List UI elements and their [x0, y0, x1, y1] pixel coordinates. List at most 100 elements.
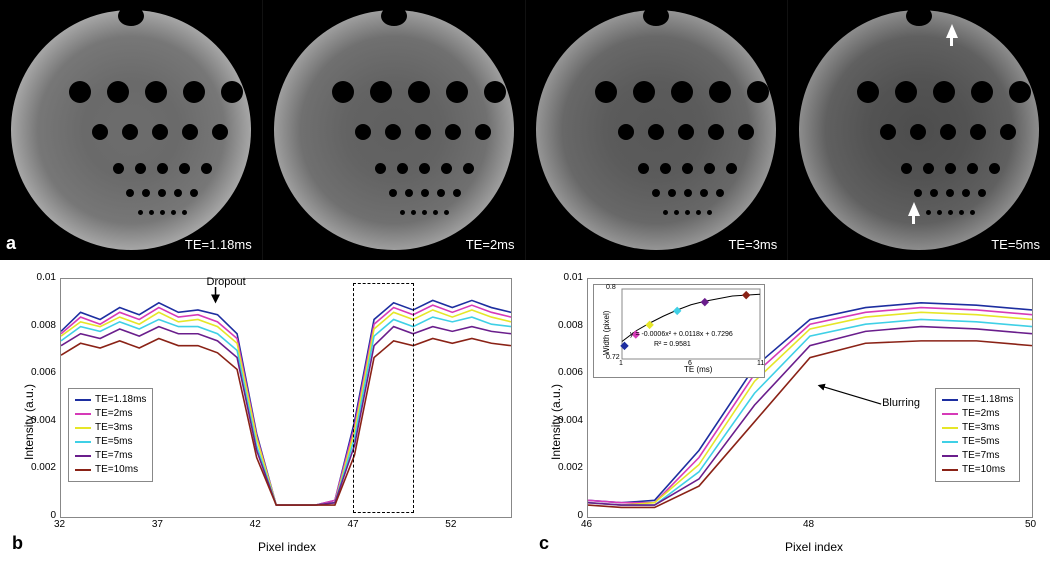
- te-label: TE=1.18ms: [185, 237, 252, 252]
- rod: [945, 163, 956, 174]
- rod: [182, 124, 198, 140]
- rod: [700, 189, 708, 197]
- legend-label: TE=7ms: [95, 449, 133, 463]
- legend-item: TE=1.18ms: [75, 393, 146, 407]
- phantom-disk: [11, 10, 251, 250]
- phantom-disk: [536, 10, 776, 250]
- rod: [411, 210, 416, 215]
- legend-label: TE=5ms: [962, 435, 1000, 449]
- rod: [484, 81, 506, 103]
- rod: [445, 124, 461, 140]
- panel-c-xlabel: Pixel index: [785, 540, 843, 554]
- rod: [880, 124, 896, 140]
- x-tick: 37: [152, 519, 163, 530]
- rod: [923, 163, 934, 174]
- rod: [937, 210, 942, 215]
- rod: [633, 81, 655, 103]
- y-tick: 0.008: [31, 320, 56, 331]
- rod: [142, 189, 150, 197]
- legend-swatch: [75, 413, 91, 415]
- rod: [726, 163, 737, 174]
- rod: [174, 189, 182, 197]
- legend-item: TE=3ms: [75, 421, 146, 435]
- rod: [190, 189, 198, 197]
- rod: [674, 210, 679, 215]
- rod: [660, 163, 671, 174]
- te-label: TE=2ms: [466, 237, 515, 252]
- legend-item: TE=7ms: [75, 449, 146, 463]
- rod: [989, 163, 1000, 174]
- panel-c-label: c: [539, 533, 549, 554]
- rod: [221, 81, 243, 103]
- phantom-image: TE=1.18ms a: [0, 0, 263, 260]
- legend: TE=1.18msTE=2msTE=3msTE=5msTE=7msTE=10ms: [935, 388, 1020, 482]
- legend-swatch: [942, 469, 958, 471]
- rod: [135, 163, 146, 174]
- rod: [747, 81, 769, 103]
- rod: [408, 81, 430, 103]
- rod: [940, 124, 956, 140]
- rod: [149, 210, 154, 215]
- legend-label: TE=2ms: [962, 407, 1000, 421]
- legend-item: TE=3ms: [942, 421, 1013, 435]
- legend-item: TE=5ms: [942, 435, 1013, 449]
- rod: [978, 189, 986, 197]
- legend-swatch: [942, 441, 958, 443]
- rod: [652, 189, 660, 197]
- rod: [171, 210, 176, 215]
- rod: [895, 81, 917, 103]
- rod: [1000, 124, 1016, 140]
- rod: [183, 81, 205, 103]
- legend-label: TE=10ms: [95, 463, 138, 477]
- rod: [971, 81, 993, 103]
- rod: [475, 124, 491, 140]
- rod: [355, 124, 371, 140]
- rod: [446, 81, 468, 103]
- rod: [113, 163, 124, 174]
- panel-a: TE=1.18msaTE=2msTE=3msTE=5ms: [0, 0, 1050, 260]
- legend-item: TE=2ms: [75, 407, 146, 421]
- rod: [201, 163, 212, 174]
- rod: [704, 163, 715, 174]
- y-tick: 0.01: [564, 272, 583, 283]
- legend-swatch: [942, 399, 958, 401]
- arrow-icon: [950, 36, 953, 46]
- rod: [397, 163, 408, 174]
- rod: [696, 210, 701, 215]
- legend-swatch: [942, 455, 958, 457]
- legend-label: TE=1.18ms: [962, 393, 1013, 407]
- te-label: TE=5ms: [991, 237, 1040, 252]
- inset-chart: Width (pixel)TE (ms)0.720.81611y = -0.00…: [593, 284, 765, 378]
- legend-item: TE=10ms: [75, 463, 146, 477]
- x-tick: 52: [445, 519, 456, 530]
- rod: [970, 210, 975, 215]
- legend-swatch: [75, 455, 91, 457]
- bubble-artifact: [381, 6, 407, 26]
- panel-b-xlabel: Pixel index: [258, 540, 316, 554]
- rod: [648, 124, 664, 140]
- rod: [152, 124, 168, 140]
- legend-label: TE=7ms: [962, 449, 1000, 463]
- y-tick: 0.006: [31, 367, 56, 378]
- rod: [684, 189, 692, 197]
- y-tick: 0.002: [31, 462, 56, 473]
- legend-item: TE=10ms: [942, 463, 1013, 477]
- panel-b: Intensity (a.u.) Pixel index b 323742475…: [8, 270, 523, 556]
- legend-item: TE=2ms: [942, 407, 1013, 421]
- x-tick: 50: [1025, 519, 1036, 530]
- y-tick: 0.006: [558, 367, 583, 378]
- rod: [419, 163, 430, 174]
- rod: [444, 210, 449, 215]
- rod: [389, 189, 397, 197]
- rod: [179, 163, 190, 174]
- rod: [370, 81, 392, 103]
- rod: [638, 163, 649, 174]
- y-tick: 0.008: [558, 320, 583, 331]
- y-tick: 0.01: [37, 272, 56, 283]
- rod: [463, 163, 474, 174]
- rod: [595, 81, 617, 103]
- panel-a-label: a: [6, 233, 16, 254]
- legend: TE=1.18msTE=2msTE=3msTE=5msTE=7msTE=10ms: [68, 388, 153, 482]
- rod: [926, 210, 931, 215]
- rod: [901, 163, 912, 174]
